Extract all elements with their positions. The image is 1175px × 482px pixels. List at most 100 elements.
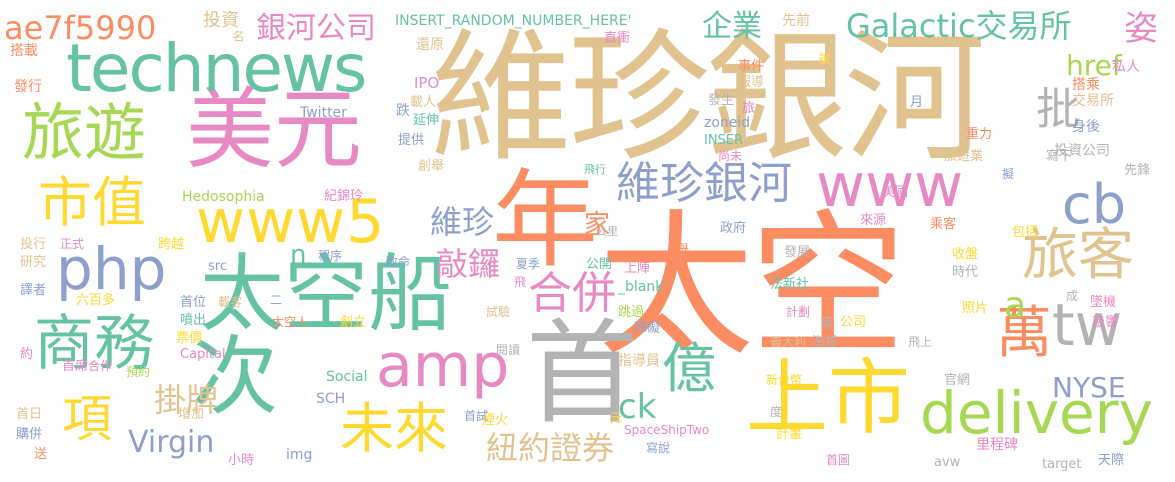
- word-gong: 敲鑼: [436, 245, 501, 283]
- word-times: 次: [192, 327, 278, 427]
- word-virgin-galactic: 維珍銀河: [430, 16, 986, 181]
- word-instructor: 指導員: [618, 353, 660, 369]
- word-exchange: 交易所: [1072, 93, 1114, 109]
- word-previously: 先前: [782, 13, 810, 29]
- word-ck: ck: [618, 387, 657, 427]
- word-social: Social: [326, 369, 368, 385]
- word-batch: 批: [1036, 84, 1080, 135]
- word-feat: 創舉: [418, 159, 445, 174]
- word-event: 事件: [738, 59, 765, 74]
- word-first-person: 首位: [180, 295, 207, 310]
- word-dash: 直衝: [604, 31, 631, 46]
- word-target: target: [1042, 457, 1082, 472]
- word-source: 來源: [860, 213, 887, 228]
- word-twitter: Twitter: [300, 105, 347, 121]
- word-technews: technews: [66, 30, 367, 107]
- word-amp: amp: [376, 331, 510, 401]
- word-n: n: [290, 240, 307, 270]
- word-include: 包括: [1012, 225, 1039, 240]
- word-a: a: [1004, 285, 1027, 326]
- word-sch: SCH: [316, 391, 346, 407]
- word-first-image: 首圖: [826, 453, 851, 467]
- word-develop: 發展: [784, 245, 811, 260]
- word-galactic-company: 銀河公司: [256, 11, 376, 46]
- word-wrote: 寫下: [1046, 149, 1073, 164]
- word-translator: 譯者: [20, 283, 47, 298]
- word-summer: 夏季: [516, 257, 541, 271]
- word-acquisition: 購併: [16, 427, 43, 442]
- word-fatal: 致命: [386, 255, 411, 269]
- word-ae7f5990: ae7f5990: [4, 9, 157, 47]
- word-tourism: 旅遊業: [944, 149, 984, 164]
- word-crewed: 載人: [410, 95, 437, 110]
- word-procedure: 程序: [318, 249, 343, 263]
- word-join-battle: 上陣: [624, 261, 651, 276]
- word-send: 送: [34, 447, 48, 462]
- word-www: www: [816, 151, 964, 221]
- word-blank: _blank': [618, 279, 668, 295]
- word-month: 月: [910, 95, 924, 110]
- word-altitude: 海拔: [812, 335, 839, 350]
- word-wrote-saying: 寫說: [646, 441, 671, 455]
- word-www5: www5: [196, 187, 386, 257]
- word-virgin-galactic-small: 維珍銀河: [616, 158, 792, 209]
- word-gravity: 重力: [966, 127, 993, 142]
- word-fare: 票價: [176, 331, 203, 346]
- word-number: 號: [817, 52, 831, 64]
- word-ipo-listing: 上市: [746, 351, 911, 446]
- word-carry-passengers: 載客: [218, 295, 243, 309]
- word-plan: 計畫: [776, 427, 803, 442]
- word-first-day: 首日: [16, 407, 43, 422]
- word-php: php: [56, 235, 167, 303]
- word-italy: 義大利: [770, 335, 807, 349]
- word-usd: 美元: [186, 78, 363, 181]
- word-avw: avw: [934, 455, 961, 470]
- word-afp: 法新社: [770, 277, 810, 292]
- word-degree: 度: [770, 405, 783, 419]
- word-report: 報導: [738, 75, 765, 90]
- word-img: img: [286, 447, 313, 463]
- word-provide: 提供: [398, 133, 425, 148]
- word-founded: 創立: [340, 315, 367, 330]
- word-raise: 舉: [676, 243, 690, 258]
- word-name: 名: [231, 30, 245, 42]
- word-future: 未來: [340, 397, 448, 460]
- word-enterprise: 企業: [702, 9, 762, 44]
- word-capital: Capital: [180, 347, 226, 362]
- word-era: 時代: [952, 265, 979, 280]
- word-crash: 墜機: [1090, 295, 1117, 310]
- word-year: 年: [492, 159, 598, 282]
- word-yuan: 元: [610, 411, 623, 425]
- word-usa: 美國: [882, 185, 909, 200]
- word-fly: 飛: [514, 275, 527, 289]
- word-carry: 搭載: [10, 43, 38, 59]
- word-flight: 飛行: [584, 163, 606, 176]
- word-photo: 照片: [962, 301, 989, 316]
- word-investment-bank: 投行: [20, 237, 47, 252]
- word-fall: 跌: [396, 103, 410, 119]
- word-cooperate: 合作: [88, 359, 113, 373]
- word-cross: 跨越: [158, 237, 185, 252]
- word-test: 試驗: [486, 305, 511, 319]
- word-fly-up: 飛上: [908, 335, 933, 349]
- word-invest: 投資: [203, 10, 239, 31]
- word-ring: 敲響: [1092, 315, 1119, 330]
- word-spaceshiptwo: SpaceShipTwo: [624, 423, 710, 437]
- word-inser: INSER: [704, 133, 744, 148]
- word-occur: 發生: [708, 93, 735, 108]
- word-trip: 旅: [742, 101, 756, 116]
- word-cheng: 成: [1066, 289, 1079, 303]
- word-src: src: [208, 259, 227, 274]
- word-item: 項: [62, 390, 112, 448]
- word-chief: 首席: [62, 359, 89, 374]
- word-extend: 延伸: [413, 113, 440, 128]
- word-research: 研究: [20, 255, 47, 270]
- word-skyline: 天際: [1098, 453, 1125, 468]
- word-ipo: IPO: [414, 74, 440, 92]
- word-virgin-small: 維珍: [430, 203, 495, 241]
- word-nyse: NYSE: [1052, 371, 1126, 404]
- word-behind: 身後: [1072, 119, 1100, 135]
- word-read: 閱讀: [496, 343, 521, 357]
- word-home: 家: [584, 210, 611, 240]
- word-space: 太空: [598, 195, 906, 377]
